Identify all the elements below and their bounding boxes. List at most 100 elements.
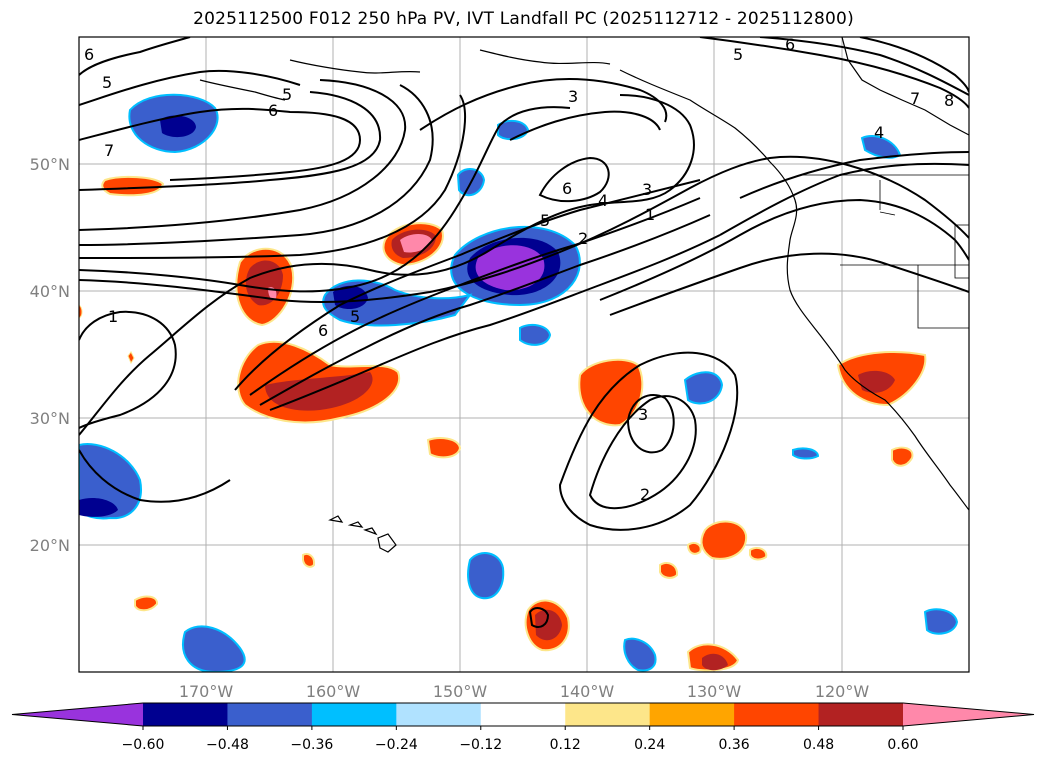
colorbar-tick-label: 0.60 [887,737,918,753]
contour-label: 6 [84,45,94,64]
coastline-alaska-peninsula [479,49,611,65]
colorbar-segment [143,703,228,726]
pv-negative-area [467,552,505,600]
colorbar-tick-label: 0.24 [634,737,665,753]
contour-label: 6 [562,179,572,198]
colorbar-segment [227,703,313,726]
coastline-aleutians [289,59,421,74]
colorbar-segment [311,703,397,726]
lon-tick-label: 140°W [560,682,615,701]
pv-negative-peak [475,245,545,291]
contour-line [739,151,969,199]
pv-negative-core [160,115,196,138]
contour-label: 8 [944,91,954,110]
contour-label: 3 [568,87,578,106]
pv-positive-core [702,653,728,671]
coastlines [199,37,969,553]
lat-tick-label: 40°N [30,282,70,301]
state-borders [840,180,969,329]
contour-line [79,91,382,191]
contour-label: 5 [350,307,360,326]
contour-line [509,110,661,141]
colorbar-segment [565,703,651,726]
colorbar-tick-label: 0.36 [719,737,750,753]
map-title: 2025112500 F012 250 hPa PV, IVT Landfall… [193,9,854,29]
colorbar-tick-label: 0.48 [803,737,834,753]
lat-tick-label: 50°N [30,155,70,174]
contour-label: 1 [645,205,655,224]
contour-line [269,234,721,411]
contour-line [79,79,407,231]
colorbar-tick-label: −0.60 [122,737,165,753]
contour-label: 3 [638,405,648,424]
contour-labels: 6 5 5 6 7 3 6 5 4 3 1 2 1 6 5 3 2 5 6 7 … [84,37,954,504]
contour-line [759,37,969,96]
lon-tick-label: 120°W [815,682,870,701]
lat-tick-label: 30°N [30,409,70,428]
pv-negative-area [623,637,657,672]
pv-positive-core [858,370,895,393]
contour-label: 6 [318,321,328,340]
colorbar-tick-label: 0.12 [550,737,581,753]
colorbar-tick-label: −0.12 [459,737,502,753]
lon-axis: 170°W 160°W 150°W 140°W 130°W 120°W [179,682,870,701]
contour-line [79,94,695,436]
pv-positive-area [891,446,914,467]
colorbar-segment [649,703,735,726]
contour-label: 5 [282,85,292,104]
contour-line [419,77,668,131]
pv-shading [79,93,959,672]
contour-line [558,351,739,531]
contour-label: 2 [640,485,650,504]
lon-tick-label: 150°W [433,682,488,701]
map-frame [78,36,970,673]
colorbar-segment [480,703,566,726]
pv-positive-area [101,175,165,197]
contour-label: 6 [268,101,278,120]
contour-line [599,198,969,301]
pv-negative-core [79,498,118,517]
ivt-contours [79,37,969,628]
contour-line [79,310,177,429]
contour-line [699,37,969,109]
contour-label: 5 [733,45,743,64]
contour-line [234,179,701,391]
pv-positive-area [659,562,679,579]
coastline-alaska [841,37,969,136]
pv-positive-area [302,553,316,568]
colorbar-extend-max [903,703,1034,726]
pv-negative-area [683,371,724,405]
lat-axis: 20°N 30°N 40°N 50°N [30,155,70,555]
contour-line [79,69,301,106]
contour-label: 2 [578,229,588,248]
map-plot-area [79,37,969,672]
contour-label: 1 [108,307,118,326]
colorbar-segment [396,703,482,726]
contour-line [719,162,969,236]
contour-line [79,106,571,293]
pv-positive-area [749,547,768,561]
coastline-north-america [619,69,969,511]
contour-line [538,156,610,203]
contour-label: 4 [874,123,884,142]
contour-line [588,395,697,510]
colorbar-tick-label: −0.24 [375,737,418,753]
pv-negative-area [923,608,959,635]
contour-line [79,107,362,181]
contour-line [79,94,466,259]
contour-label: 5 [540,211,550,230]
coastline-aleutians-west [199,79,286,101]
contour-label: 7 [910,89,920,108]
contour-line [79,37,191,76]
pv-positive-area [686,542,702,555]
pv-positive-core [535,609,562,641]
contour-line [79,84,434,246]
pv-positive-area [426,437,462,459]
colorbar-tick-label: −0.36 [290,737,333,753]
contour-label: 4 [598,191,608,210]
pv-negative-area [182,625,246,672]
contour-line [528,607,550,628]
contour-line [609,252,969,316]
contour-label: 3 [642,180,652,199]
